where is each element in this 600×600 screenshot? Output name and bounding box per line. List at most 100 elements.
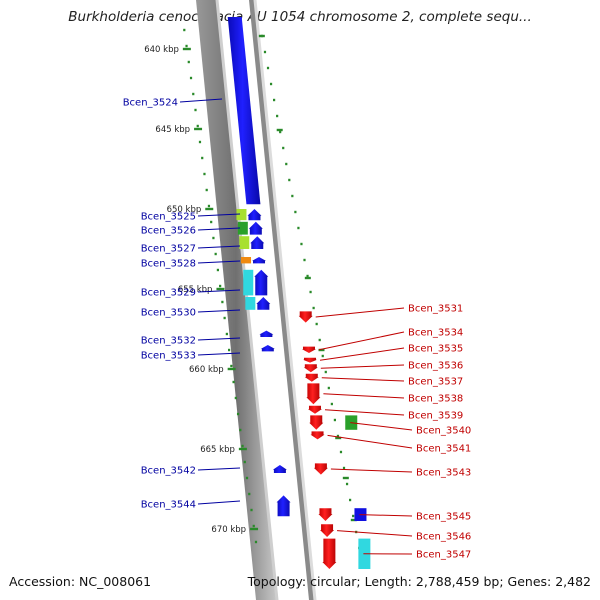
gene-Bcen_3543 <box>313 463 328 475</box>
scale-dot <box>214 252 217 256</box>
scale-dot <box>228 348 231 352</box>
gene-label-Bcen_3528[interactable]: Bcen_3528 <box>141 259 196 270</box>
gene-label-Bcen_3530[interactable]: Bcen_3530 <box>141 308 196 319</box>
gene-Bcen_3537 <box>304 373 319 382</box>
gene-label-Bcen_3539[interactable]: Bcen_3539 <box>408 411 463 422</box>
gene-Bcen_3528 <box>252 257 267 264</box>
label-leader <box>197 500 241 505</box>
scale-dot <box>266 66 270 70</box>
gene-Bcen_3541 <box>310 431 325 440</box>
scale-dot <box>189 76 193 80</box>
major-tick <box>238 447 247 451</box>
gene-label-Bcen_3543[interactable]: Bcen_3543 <box>416 468 471 479</box>
scale-dot <box>315 322 318 326</box>
scale-dot <box>288 178 291 182</box>
scale-dot <box>234 396 237 400</box>
scale-dot <box>183 28 186 32</box>
gene-Bcen_3547 <box>322 538 337 569</box>
scale-dot <box>201 156 204 160</box>
scale-ticks-right <box>258 34 361 550</box>
gene-label-Bcen_3524[interactable]: Bcen_3524 <box>123 98 178 109</box>
scale-dot <box>212 236 215 240</box>
scale-dot <box>285 162 288 166</box>
major-tick <box>304 276 311 280</box>
tick-label: 670 kbp <box>211 525 246 535</box>
gene-Bcen_3524 <box>227 17 261 205</box>
label-leader <box>359 514 413 517</box>
scale-dot <box>236 412 240 416</box>
gene-label-Bcen_3527[interactable]: Bcen_3527 <box>141 244 196 255</box>
label-leader <box>318 331 405 351</box>
gene-label-Bcen_3538[interactable]: Bcen_3538 <box>408 394 463 405</box>
scale-dot <box>223 316 226 320</box>
cog-Bcen_3525 <box>236 209 247 221</box>
gene-label-Bcen_3544[interactable]: Bcen_3544 <box>141 500 196 511</box>
gene-label-Bcen_3541[interactable]: Bcen_3541 <box>416 444 471 455</box>
cog-Bcen_3528 <box>241 257 252 264</box>
gene-label-Bcen_3540[interactable]: Bcen_3540 <box>416 426 471 437</box>
scale-dot <box>352 514 355 518</box>
label-leader <box>320 364 405 369</box>
scale-dot <box>185 44 188 48</box>
gene-Bcen_3536 <box>303 364 318 373</box>
label-leader <box>197 245 241 249</box>
gene-Bcen_3531 <box>298 311 313 323</box>
gene-label-Bcen_3526[interactable]: Bcen_3526 <box>141 226 196 237</box>
label-leader <box>197 213 241 217</box>
scale-dot <box>216 268 219 272</box>
cog-Bcen_3526 <box>237 221 248 235</box>
gene-label-Bcen_3545[interactable]: Bcen_3545 <box>416 512 471 523</box>
gene-label-Bcen_3535[interactable]: Bcen_3535 <box>408 344 463 355</box>
gene-label-Bcen_3547[interactable]: Bcen_3547 <box>416 550 471 561</box>
label-leader <box>350 422 413 431</box>
gene-Bcen_3542 <box>272 465 287 473</box>
cog-Bcen_3529 <box>243 269 254 296</box>
scale-dot <box>300 242 303 246</box>
gene-Bcen_3533 <box>260 345 275 352</box>
gene-Bcen_3530 <box>256 297 271 310</box>
scale-dot <box>306 274 309 278</box>
scale-dot <box>333 418 336 422</box>
major-tick <box>194 127 203 131</box>
scale-dot <box>349 498 352 502</box>
scale-dot <box>291 194 294 198</box>
gene-label-Bcen_3542[interactable]: Bcen_3542 <box>141 466 196 477</box>
scale-dot <box>210 220 213 224</box>
gene-label-Bcen_3534[interactable]: Bcen_3534 <box>408 328 463 339</box>
gene-label-Bcen_3537[interactable]: Bcen_3537 <box>408 377 463 388</box>
gene-label-Bcen_3546[interactable]: Bcen_3546 <box>416 532 471 543</box>
scale-dot <box>243 460 246 464</box>
major-tick <box>227 367 236 371</box>
tick-label: 665 kbp <box>200 445 235 455</box>
label-leader <box>179 98 223 103</box>
major-tick <box>216 287 225 291</box>
gene-Bcen_3527 <box>250 236 265 249</box>
gene-label-Bcen_3533[interactable]: Bcen_3533 <box>141 351 196 362</box>
major-tick <box>258 34 265 38</box>
gene-label-Bcen_3532[interactable]: Bcen_3532 <box>141 336 196 347</box>
major-tick <box>335 436 342 440</box>
label-leader <box>323 393 405 399</box>
label-leader <box>197 467 241 471</box>
tick-label: 640 kbp <box>144 45 179 55</box>
gene-label-Bcen_3531[interactable]: Bcen_3531 <box>408 304 463 315</box>
scale-dot <box>345 482 349 486</box>
label-leader <box>330 468 413 473</box>
gene-label-Bcen_3529[interactable]: Bcen_3529 <box>141 288 196 299</box>
tick-label: 660 kbp <box>189 365 224 375</box>
scale-dot <box>279 130 282 134</box>
scale-dot <box>239 428 242 432</box>
gene-Bcen_3546 <box>320 524 335 537</box>
scale-dot <box>273 98 276 102</box>
gene-label-Bcen_3536[interactable]: Bcen_3536 <box>408 361 463 372</box>
major-tick <box>182 47 191 51</box>
scale-dot <box>187 60 190 64</box>
scale-dot <box>196 124 199 128</box>
gene-label-Bcen_3525[interactable]: Bcen_3525 <box>141 212 196 223</box>
gene-Bcen_3545 <box>318 508 333 521</box>
gene-Bcen_3525 <box>247 209 262 221</box>
gene-Bcen_3532 <box>259 330 274 337</box>
tick-label: 650 kbp <box>167 205 202 215</box>
tick-label: 645 kbp <box>155 125 190 135</box>
backbone-strand-inner-highlight <box>253 0 317 600</box>
